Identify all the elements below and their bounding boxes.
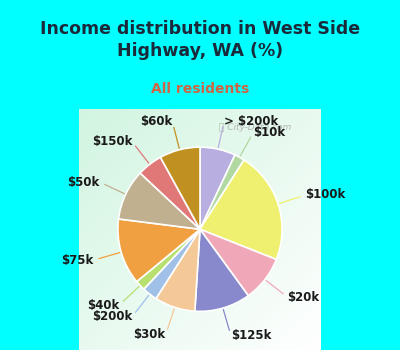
Wedge shape [140, 157, 200, 229]
Text: $200k: $200k [92, 310, 132, 323]
Text: $150k: $150k [92, 135, 132, 148]
Text: $60k: $60k [140, 116, 172, 128]
Wedge shape [144, 229, 200, 299]
Text: $40k: $40k [87, 299, 119, 312]
Text: Income distribution in West Side
Highway, WA (%): Income distribution in West Side Highway… [40, 20, 360, 60]
Text: $50k: $50k [68, 176, 100, 189]
Wedge shape [160, 147, 200, 229]
Text: $10k: $10k [254, 126, 286, 139]
Text: $20k: $20k [288, 291, 320, 304]
Wedge shape [200, 160, 282, 259]
Wedge shape [156, 229, 200, 311]
Wedge shape [200, 147, 235, 229]
Wedge shape [200, 155, 244, 229]
Text: ⓘ City-Data.com: ⓘ City-Data.com [220, 123, 292, 132]
Wedge shape [137, 229, 200, 289]
Text: All residents: All residents [151, 83, 249, 97]
Text: $125k: $125k [231, 329, 271, 342]
Wedge shape [118, 173, 200, 229]
Wedge shape [200, 229, 276, 296]
Wedge shape [118, 219, 200, 282]
Text: $30k: $30k [134, 328, 166, 341]
Text: $75k: $75k [61, 254, 94, 267]
Text: $100k: $100k [306, 189, 346, 202]
Text: > $200k: > $200k [224, 114, 278, 127]
Wedge shape [195, 229, 248, 312]
